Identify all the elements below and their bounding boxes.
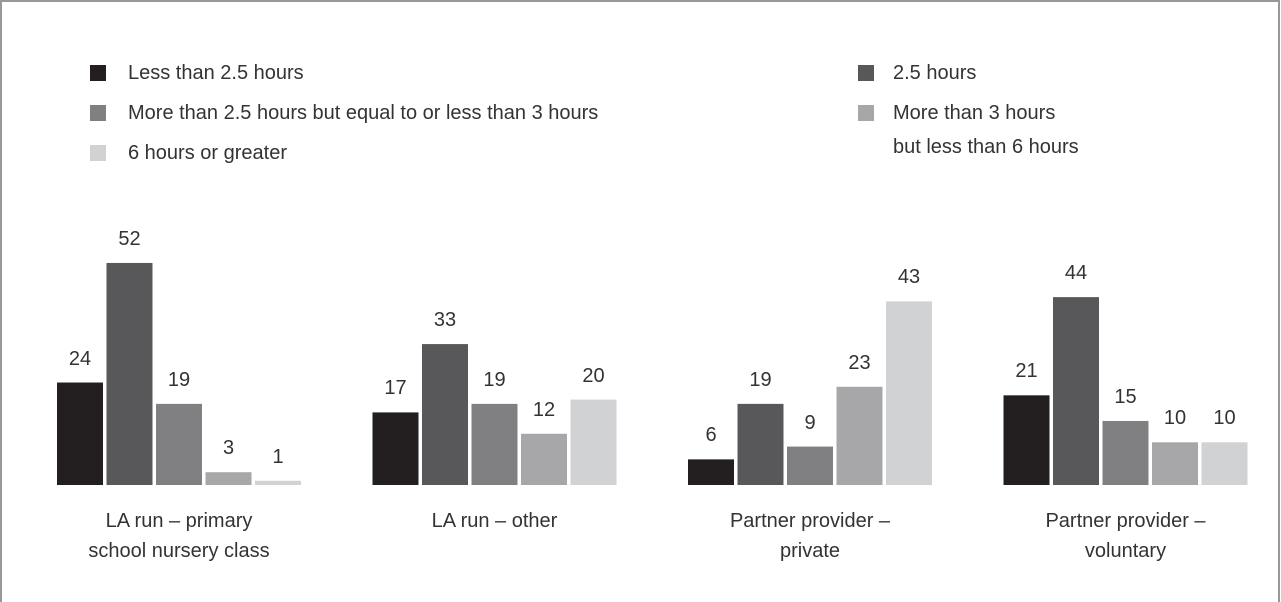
bar — [1003, 395, 1050, 485]
bar — [205, 472, 252, 485]
category-label: LA run – primary school nursery class — [88, 510, 270, 562]
value-label: 19 — [167, 368, 191, 391]
legend-swatch — [90, 105, 106, 121]
bar — [886, 301, 932, 485]
bar — [156, 403, 202, 485]
value-label: 19 — [483, 368, 506, 391]
value-label: 44 — [1064, 262, 1088, 285]
value-label: 9 — [804, 411, 816, 434]
bar — [521, 433, 567, 485]
legend-label: More than 3 hours but less than 6 hours — [893, 102, 1079, 158]
value-label: 12 — [532, 398, 556, 421]
value-label: 33 — [433, 309, 457, 332]
bar — [1152, 442, 1198, 485]
value-label: 3 — [222, 437, 235, 460]
value-label: 19 — [749, 368, 772, 391]
value-label: 6 — [705, 424, 717, 447]
legend-swatch — [858, 105, 874, 121]
bar — [688, 459, 734, 485]
bar — [836, 386, 883, 485]
bar — [1102, 420, 1149, 485]
legend-label: 2.5 hours — [893, 62, 977, 84]
bar — [106, 262, 153, 485]
value-label: 20 — [582, 364, 605, 387]
value-label: 1 — [272, 445, 284, 468]
bar — [1201, 442, 1248, 485]
value-label: 43 — [897, 266, 921, 289]
value-label: 24 — [68, 347, 92, 370]
value-label: 10 — [1213, 407, 1236, 430]
legend-label: More than 2.5 hours but equal to or less… — [128, 102, 599, 124]
category-label: Partner provider – private — [729, 510, 891, 562]
bar — [1053, 297, 1099, 485]
bar — [57, 382, 103, 485]
bar — [255, 480, 301, 485]
category-label: LA run – other — [431, 510, 558, 532]
value-label: 23 — [848, 351, 871, 374]
value-label: 21 — [1015, 360, 1038, 383]
value-label: 52 — [118, 227, 141, 250]
value-label: 15 — [1114, 385, 1137, 408]
bar — [372, 412, 419, 485]
legend-label: Less than 2.5 hours — [128, 62, 304, 84]
legend-swatch — [90, 145, 106, 161]
legend-swatch — [90, 65, 106, 81]
bar — [737, 403, 784, 485]
legend-label: 6 hours or greater — [128, 142, 287, 164]
category-label: Partner provider – voluntary — [1045, 510, 1206, 562]
value-label: 10 — [1163, 407, 1187, 430]
value-label: 17 — [384, 377, 407, 400]
bar — [787, 446, 833, 485]
bar — [422, 344, 468, 485]
bar — [570, 399, 617, 485]
bar — [471, 403, 518, 485]
legend-swatch — [858, 65, 874, 81]
